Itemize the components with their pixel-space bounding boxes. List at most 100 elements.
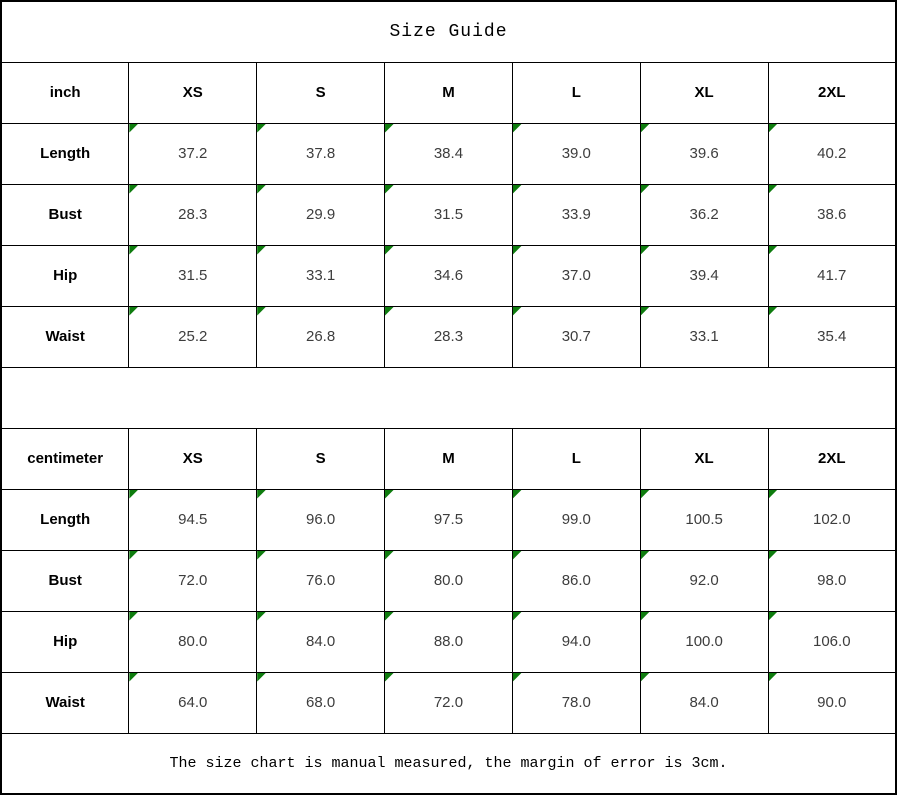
size-value-cell: 88.0 — [384, 610, 513, 673]
corner-marker-icon — [641, 551, 650, 560]
footer-note: The size chart is manual measured, the m… — [0, 732, 897, 795]
corner-marker-icon — [129, 124, 139, 133]
corner-marker-icon — [641, 490, 650, 499]
size-value: 37.8 — [306, 145, 336, 162]
size-header-s: S — [256, 61, 386, 124]
corner-marker-icon — [385, 307, 395, 316]
size-value: 90.0 — [817, 694, 847, 711]
size-value: 37.2 — [178, 145, 208, 162]
corner-marker-icon — [641, 307, 650, 316]
size-value: 38.6 — [817, 206, 847, 223]
corner-marker-icon — [257, 185, 267, 194]
table-row: Length 94.5 96.0 97.5 99.0 100.5 102.0 — [0, 488, 897, 551]
size-value-cell: 80.0 — [384, 549, 513, 612]
size-header-xl: XL — [639, 427, 769, 490]
size-value: 41.7 — [817, 267, 847, 284]
corner-marker-icon — [641, 185, 650, 194]
corner-marker-icon — [641, 612, 650, 621]
page-title: Size Guide — [0, 0, 897, 63]
size-value: 34.6 — [433, 267, 464, 284]
size-value: 92.0 — [689, 572, 719, 589]
size-value: 33.1 — [306, 267, 336, 284]
corner-marker-icon — [129, 490, 139, 499]
size-value-cell: 96.0 — [256, 488, 386, 551]
row-label: Bust — [0, 549, 130, 612]
size-value-cell: 106.0 — [767, 610, 897, 673]
size-value-cell: 94.5 — [128, 488, 258, 551]
spacer-row — [0, 366, 897, 429]
size-value: 37.0 — [561, 267, 591, 284]
table-row: Hip 31.5 33.1 34.6 37.0 39.4 41.7 — [0, 244, 897, 307]
table-row: Waist 64.0 68.0 72.0 78.0 84.0 90.0 — [0, 671, 897, 734]
size-value-cell: 76.0 — [256, 549, 386, 612]
size-value: 39.0 — [561, 145, 591, 162]
size-value: 38.4 — [433, 145, 464, 162]
row-label: Length — [0, 122, 130, 185]
corner-marker-icon — [641, 246, 650, 255]
size-value: 99.0 — [561, 511, 591, 528]
corner-marker-icon — [513, 551, 522, 560]
size-header-l: L — [511, 61, 641, 124]
corner-marker-icon — [769, 551, 778, 560]
size-value: 102.0 — [813, 511, 851, 528]
inch-header-row: inch XS S M L XL 2XL — [0, 61, 897, 124]
corner-marker-icon — [513, 124, 522, 133]
size-value: 100.5 — [685, 511, 723, 528]
size-value-cell: 25.2 — [128, 305, 258, 368]
size-value: 36.2 — [689, 206, 719, 223]
corner-marker-icon — [257, 551, 267, 560]
size-header-2xl: 2XL — [767, 61, 897, 124]
title-row: Size Guide — [0, 0, 897, 63]
size-value-cell: 100.0 — [639, 610, 769, 673]
table-row: Hip 80.0 84.0 88.0 94.0 100.0 106.0 — [0, 610, 897, 673]
corner-marker-icon — [769, 246, 778, 255]
size-header-m: M — [384, 427, 513, 490]
size-value: 39.4 — [689, 267, 719, 284]
corner-marker-icon — [257, 490, 267, 499]
size-value-cell: 84.0 — [639, 671, 769, 734]
size-value: 76.0 — [306, 572, 336, 589]
table-row: Bust 28.3 29.9 31.5 33.9 36.2 38.6 — [0, 183, 897, 246]
size-value-cell: 39.4 — [639, 244, 769, 307]
size-value-cell: 35.4 — [767, 305, 897, 368]
corner-marker-icon — [129, 185, 139, 194]
size-header-s: S — [256, 427, 386, 490]
corner-marker-icon — [385, 185, 395, 194]
size-value-cell: 41.7 — [767, 244, 897, 307]
corner-marker-icon — [257, 246, 267, 255]
size-value-cell: 102.0 — [767, 488, 897, 551]
corner-marker-icon — [257, 124, 267, 133]
size-value: 72.0 — [433, 694, 464, 711]
corner-marker-icon — [513, 673, 522, 682]
size-value: 88.0 — [433, 633, 464, 650]
size-value-cell: 30.7 — [511, 305, 641, 368]
size-value-cell: 28.3 — [384, 305, 513, 368]
size-value: 39.6 — [689, 145, 719, 162]
corner-marker-icon — [769, 612, 778, 621]
size-value-cell: 64.0 — [128, 671, 258, 734]
size-value: 30.7 — [561, 328, 591, 345]
size-value-cell: 39.0 — [511, 122, 641, 185]
size-value-cell: 29.9 — [256, 183, 386, 246]
size-value-cell: 86.0 — [511, 549, 641, 612]
size-value: 97.5 — [433, 511, 464, 528]
row-label: Hip — [0, 244, 130, 307]
size-value: 78.0 — [561, 694, 591, 711]
corner-marker-icon — [385, 246, 395, 255]
size-value-cell: 36.2 — [639, 183, 769, 246]
size-value-cell: 26.8 — [256, 305, 386, 368]
size-value: 80.0 — [178, 633, 208, 650]
row-label: Bust — [0, 183, 130, 246]
corner-marker-icon — [769, 185, 778, 194]
size-value-cell: 37.2 — [128, 122, 258, 185]
size-value: 72.0 — [178, 572, 208, 589]
size-value: 31.5 — [178, 267, 208, 284]
corner-marker-icon — [513, 307, 522, 316]
size-value: 29.9 — [306, 206, 336, 223]
row-label: Length — [0, 488, 130, 551]
corner-marker-icon — [769, 307, 778, 316]
size-value: 68.0 — [306, 694, 336, 711]
corner-marker-icon — [769, 124, 778, 133]
size-value: 86.0 — [561, 572, 591, 589]
